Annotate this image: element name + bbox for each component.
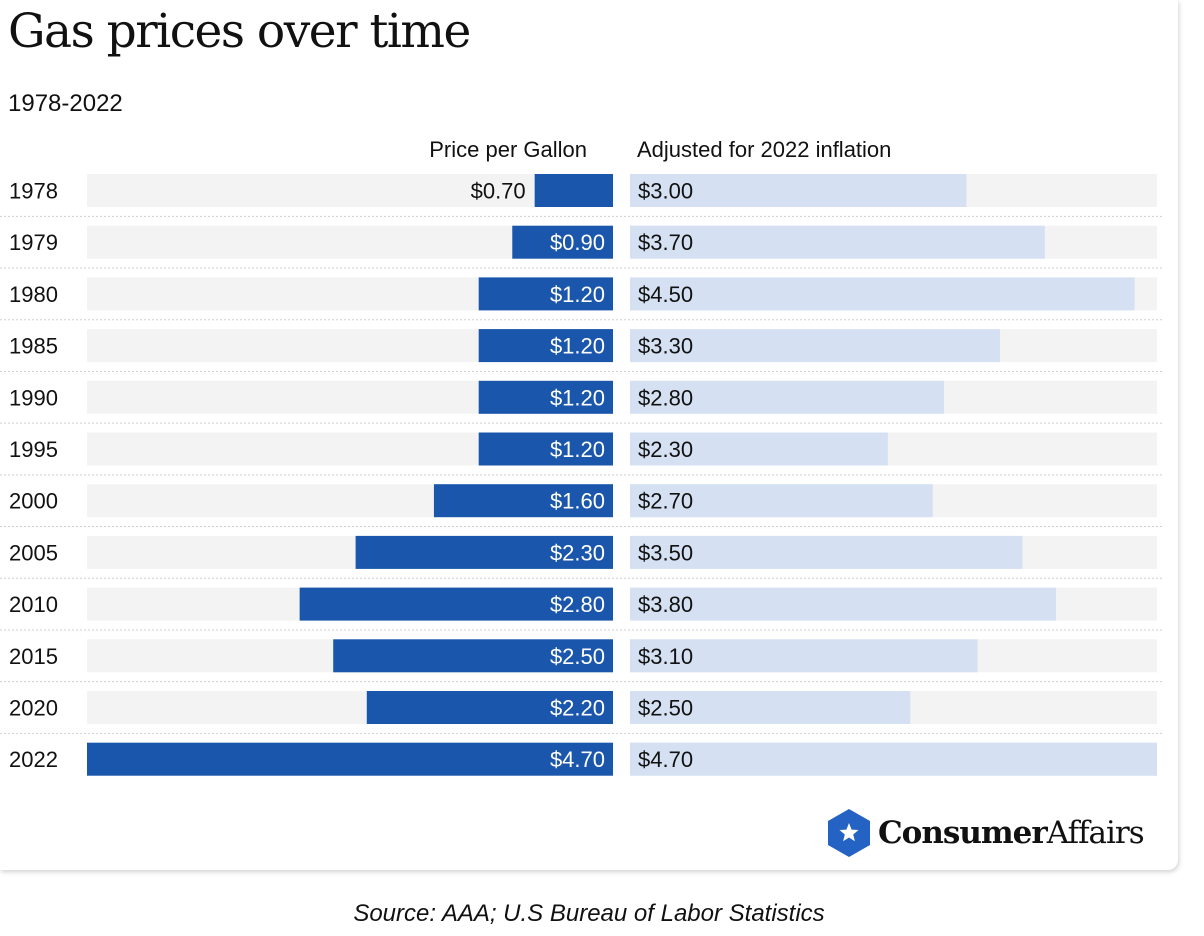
inflation-data-label: $2.70 bbox=[638, 489, 693, 514]
category-label: 1990 bbox=[9, 385, 58, 410]
bar-chart: 1978 $0.70 $3.00 1979 $0.90 $3.70 1980 $1.20 $4.… bbox=[0, 174, 1164, 776]
price-data-label: $0.90 bbox=[550, 230, 605, 255]
price-bar bbox=[355, 535, 613, 569]
category-label: 1979 bbox=[9, 230, 58, 255]
source-note: Source: AAA; U.S Bureau of Labor Statist… bbox=[353, 900, 825, 927]
inflation-bar bbox=[630, 174, 967, 207]
inflation-data-label: $4.70 bbox=[638, 747, 693, 772]
price-bar bbox=[478, 380, 613, 414]
price-bar bbox=[299, 587, 613, 621]
category-label: 2010 bbox=[9, 592, 58, 617]
category-label: 1985 bbox=[9, 334, 58, 359]
price-bar bbox=[433, 484, 613, 518]
logo-word-consumer: Consumer bbox=[878, 815, 1048, 851]
category-label: 2000 bbox=[9, 489, 58, 514]
price-bar bbox=[366, 691, 613, 724]
price-bar bbox=[512, 225, 613, 259]
inflation-bar bbox=[630, 742, 1157, 776]
price-bar bbox=[87, 742, 613, 776]
price-bar bbox=[478, 432, 613, 466]
inflation-data-label: $3.80 bbox=[638, 592, 693, 617]
category-label: 2015 bbox=[9, 644, 58, 669]
inflation-data-label: $3.00 bbox=[638, 179, 693, 204]
inflation-data-label: $2.50 bbox=[638, 696, 693, 721]
price-data-label: $1.20 bbox=[550, 437, 605, 462]
price-data-label: $1.60 bbox=[550, 489, 605, 514]
price-data-label: $2.20 bbox=[550, 696, 605, 721]
price-bar bbox=[534, 174, 613, 207]
logo-word-affairs: Affairs bbox=[1046, 815, 1145, 851]
inflation-bar bbox=[630, 535, 1023, 569]
price-data-label: $0.70 bbox=[471, 179, 526, 204]
category-label: 2005 bbox=[9, 540, 58, 565]
inflation-bar bbox=[630, 432, 888, 466]
inflation-data-label: $2.30 bbox=[638, 437, 693, 462]
inflation-data-label: $2.80 bbox=[638, 385, 693, 410]
series-header-price: Price per Gallon bbox=[429, 137, 587, 162]
consumeraffairs-logo: ConsumerAffairs bbox=[826, 808, 1145, 858]
category-label: 2022 bbox=[9, 747, 58, 772]
price-data-label: $2.80 bbox=[550, 592, 605, 617]
price-data-label: $1.20 bbox=[550, 334, 605, 359]
price-bar bbox=[333, 639, 613, 673]
inflation-bar bbox=[630, 329, 1001, 363]
inflation-data-label: $3.50 bbox=[638, 540, 693, 565]
logo-wordmark: ConsumerAffairs bbox=[878, 815, 1145, 851]
price-data-label: $1.20 bbox=[550, 385, 605, 410]
category-label: 1980 bbox=[9, 282, 58, 307]
inflation-data-label: $3.70 bbox=[638, 230, 693, 255]
inflation-bar bbox=[630, 639, 978, 673]
inflation-data-label: $3.30 bbox=[638, 334, 693, 359]
category-label: 1995 bbox=[9, 437, 58, 462]
price-data-label: $4.70 bbox=[550, 747, 605, 772]
price-data-label: $2.50 bbox=[550, 644, 605, 669]
inflation-bar bbox=[630, 225, 1045, 259]
price-data-label: $2.30 bbox=[550, 540, 605, 565]
inflation-bar bbox=[630, 587, 1057, 621]
chart-card: Gas prices over time 1978-2022 Price per… bbox=[0, 4, 1164, 858]
inflation-bar bbox=[630, 484, 933, 518]
price-data-label: $1.20 bbox=[550, 282, 605, 307]
series-header-inflation: Adjusted for 2022 inflation bbox=[637, 137, 892, 162]
inflation-data-label: $4.50 bbox=[638, 282, 693, 307]
price-bar bbox=[478, 277, 613, 311]
chart-title: Gas prices over time bbox=[8, 4, 471, 59]
inflation-bar bbox=[630, 277, 1135, 311]
category-label: 1978 bbox=[9, 179, 58, 204]
inflation-bar bbox=[630, 691, 911, 724]
price-bar bbox=[478, 329, 613, 363]
category-label: 2020 bbox=[9, 696, 58, 721]
inflation-bar bbox=[630, 380, 944, 414]
inflation-data-label: $3.10 bbox=[638, 644, 693, 669]
star-shield-icon bbox=[828, 809, 870, 857]
chart-subtitle: 1978-2022 bbox=[8, 90, 123, 117]
price-track bbox=[87, 174, 613, 207]
